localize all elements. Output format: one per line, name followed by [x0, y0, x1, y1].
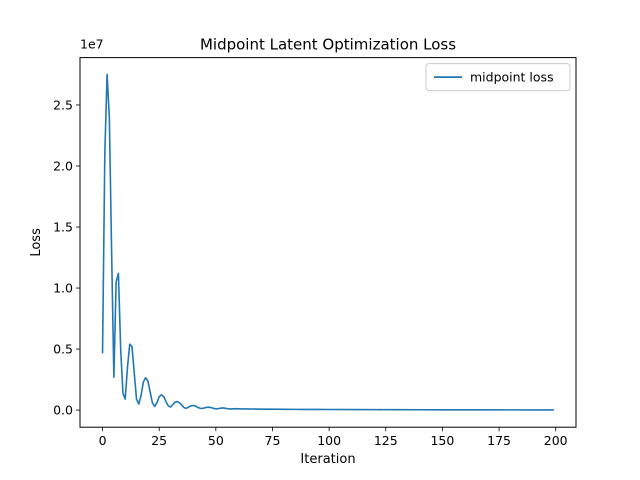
- chart-title: Midpoint Latent Optimization Loss: [200, 36, 456, 54]
- y-axis: 0.0 0.5 1.0 1.5 2.0 2.5: [53, 97, 80, 418]
- legend: midpoint loss: [425, 63, 571, 92]
- x-tick-label: 150: [430, 433, 454, 448]
- axes-frame: [79, 57, 577, 428]
- x-tick-label: 200: [544, 433, 568, 448]
- x-tick-label: 25: [151, 433, 167, 448]
- y-tick-label: 2.0: [53, 158, 73, 173]
- y-tick-label: 0.0: [53, 403, 73, 418]
- plot-area: [101, 73, 555, 411]
- x-tick-label: 75: [265, 433, 281, 448]
- x-axis-title: Iteration: [300, 452, 355, 467]
- y-offset-label: 1e7: [80, 37, 104, 52]
- x-tick-label: 50: [208, 433, 224, 448]
- x-tick-label: 175: [487, 433, 511, 448]
- x-tick-label: 100: [317, 433, 341, 448]
- legend-box: [425, 63, 571, 92]
- series-line-midpoint-loss: [101, 73, 555, 411]
- x-tick-label: 125: [374, 433, 398, 448]
- y-axis-title: Loss: [29, 228, 44, 257]
- y-tick-label: 1.0: [53, 281, 73, 296]
- y-tick-label: 0.5: [53, 342, 73, 357]
- y-tick-label: 2.5: [53, 97, 73, 112]
- x-axis: 0 25 50 75 100 125 150 175 200: [99, 427, 568, 448]
- y-tick-label: 1.5: [53, 220, 73, 235]
- legend-label: midpoint loss: [470, 70, 554, 85]
- x-tick-label: 0: [99, 433, 107, 448]
